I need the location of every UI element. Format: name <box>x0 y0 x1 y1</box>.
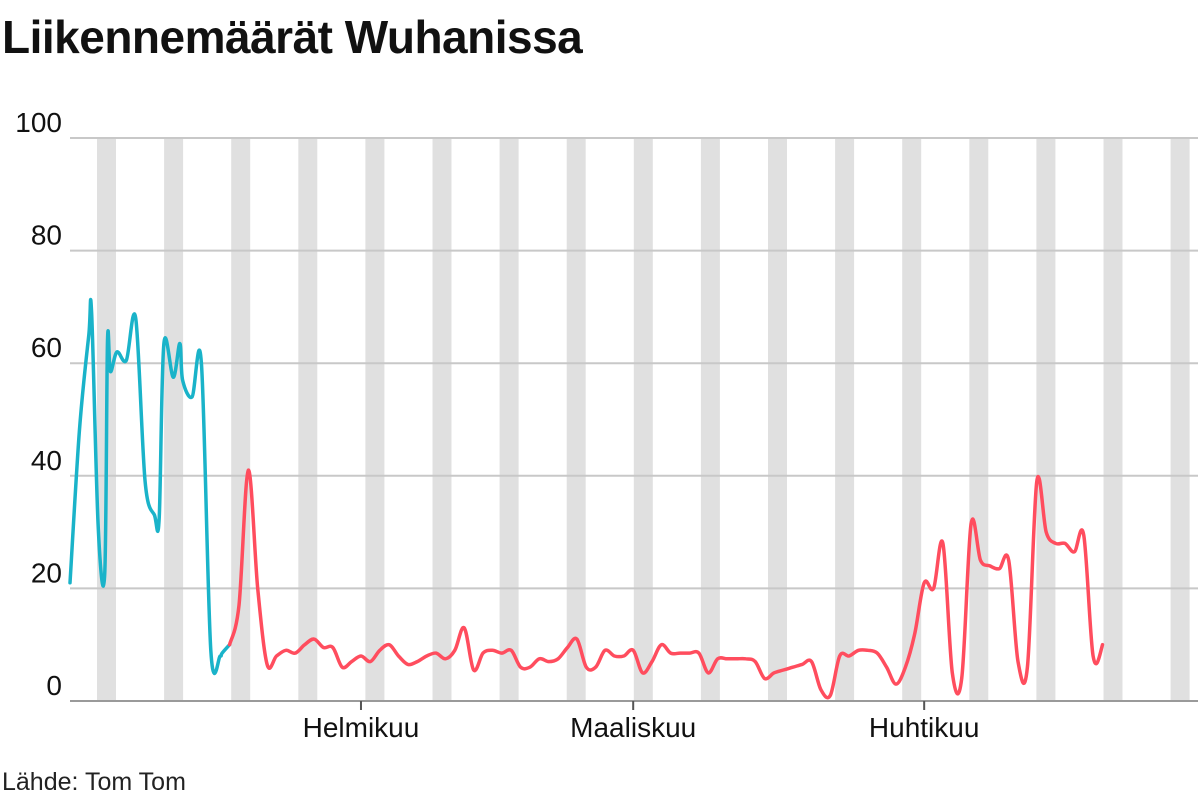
weekend-band <box>365 138 385 701</box>
y-tick-label: 80 <box>31 220 62 251</box>
series-line-2 <box>227 468 1105 700</box>
y-tick-label: 60 <box>31 332 62 363</box>
chart-title: Liikennemäärät Wuhanissa <box>2 11 583 63</box>
weekend-band <box>1170 138 1190 701</box>
weekend-band <box>164 138 184 701</box>
weekend-band <box>835 138 855 701</box>
weekend-band <box>768 138 787 701</box>
y-tick-label: 0 <box>46 670 62 701</box>
y-tick-label: 40 <box>31 445 62 476</box>
weekend-bands <box>97 138 1190 701</box>
weekend-band <box>969 138 989 701</box>
series-lines <box>68 297 1105 700</box>
y-tick-label: 20 <box>31 557 62 588</box>
weekend-band <box>298 138 318 701</box>
series-line-1 <box>68 297 232 675</box>
weekend-band <box>499 138 519 701</box>
x-tick-label: Huhtikuu <box>869 712 980 743</box>
weekend-band <box>566 138 586 701</box>
weekend-band <box>1036 138 1056 701</box>
weekend-band <box>432 138 452 701</box>
y-tick-label: 100 <box>15 107 62 138</box>
weekend-band <box>231 138 251 701</box>
x-tick-label: Maaliskuu <box>570 712 696 743</box>
weekend-band <box>902 138 922 701</box>
weekend-band <box>1103 138 1123 701</box>
source-note: Lähde: Tom Tom <box>2 768 186 796</box>
y-axis-ticks: 0 20 40 60 80 100 <box>15 107 62 701</box>
x-tick-label: Helmikuu <box>303 712 420 743</box>
weekend-band <box>633 138 653 701</box>
weekend-band <box>700 138 720 701</box>
x-axis-ticks: Helmikuu Maaliskuu Huhtikuu <box>303 701 980 743</box>
